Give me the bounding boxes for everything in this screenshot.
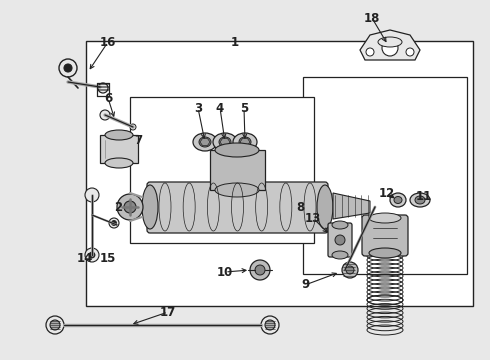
Ellipse shape <box>394 197 402 203</box>
Text: 1: 1 <box>231 36 239 49</box>
Ellipse shape <box>215 143 259 157</box>
Ellipse shape <box>415 196 425 204</box>
Ellipse shape <box>261 316 279 334</box>
Ellipse shape <box>193 133 217 151</box>
Ellipse shape <box>105 158 133 168</box>
Ellipse shape <box>332 251 348 259</box>
Circle shape <box>89 252 95 258</box>
Text: 2: 2 <box>114 201 122 213</box>
Text: 17: 17 <box>160 306 176 319</box>
Text: 15: 15 <box>100 252 116 265</box>
Circle shape <box>85 248 99 262</box>
Circle shape <box>98 83 108 93</box>
Ellipse shape <box>410 193 430 207</box>
Ellipse shape <box>233 133 257 151</box>
Circle shape <box>50 320 60 330</box>
Circle shape <box>335 235 345 245</box>
Text: 9: 9 <box>301 279 309 292</box>
Polygon shape <box>200 139 210 145</box>
Text: 11: 11 <box>416 189 432 202</box>
Polygon shape <box>220 139 230 145</box>
Polygon shape <box>360 30 420 60</box>
Bar <box>303 77 467 274</box>
Ellipse shape <box>46 316 64 334</box>
Ellipse shape <box>213 133 237 151</box>
Circle shape <box>265 320 275 330</box>
Text: 5: 5 <box>240 102 248 114</box>
Circle shape <box>366 48 374 56</box>
FancyBboxPatch shape <box>328 223 352 257</box>
Text: 16: 16 <box>100 36 116 49</box>
Circle shape <box>64 64 72 72</box>
Ellipse shape <box>105 130 133 140</box>
Ellipse shape <box>369 213 401 223</box>
Ellipse shape <box>317 185 333 229</box>
Text: 12: 12 <box>379 186 395 199</box>
Bar <box>86 41 473 306</box>
FancyBboxPatch shape <box>147 182 328 233</box>
Ellipse shape <box>342 262 358 278</box>
Ellipse shape <box>378 37 402 47</box>
Ellipse shape <box>199 137 211 147</box>
Text: 3: 3 <box>194 102 202 114</box>
Bar <box>100 135 138 163</box>
Circle shape <box>346 266 354 274</box>
Polygon shape <box>333 193 370 219</box>
Ellipse shape <box>332 221 348 229</box>
Ellipse shape <box>142 185 158 229</box>
Text: 8: 8 <box>296 201 304 213</box>
Text: 4: 4 <box>216 102 224 114</box>
Circle shape <box>382 40 398 56</box>
Text: 13: 13 <box>305 212 321 225</box>
Text: 6: 6 <box>104 91 112 104</box>
Circle shape <box>100 110 110 120</box>
Ellipse shape <box>255 265 265 275</box>
Circle shape <box>406 48 414 56</box>
Circle shape <box>117 194 143 220</box>
Ellipse shape <box>250 260 270 280</box>
Polygon shape <box>240 139 250 145</box>
Ellipse shape <box>215 183 259 197</box>
Circle shape <box>85 188 99 202</box>
Ellipse shape <box>390 193 406 207</box>
FancyBboxPatch shape <box>362 215 408 256</box>
Text: 7: 7 <box>134 134 142 147</box>
Ellipse shape <box>369 248 401 258</box>
Circle shape <box>130 124 136 130</box>
Text: 14: 14 <box>77 252 93 265</box>
Ellipse shape <box>239 137 251 147</box>
Circle shape <box>124 201 136 213</box>
Text: 10: 10 <box>217 266 233 279</box>
Bar <box>130 97 314 243</box>
Circle shape <box>112 220 117 225</box>
Circle shape <box>109 218 119 228</box>
Ellipse shape <box>219 137 231 147</box>
Bar <box>210 150 265 190</box>
Text: 18: 18 <box>364 12 380 24</box>
Circle shape <box>59 59 77 77</box>
